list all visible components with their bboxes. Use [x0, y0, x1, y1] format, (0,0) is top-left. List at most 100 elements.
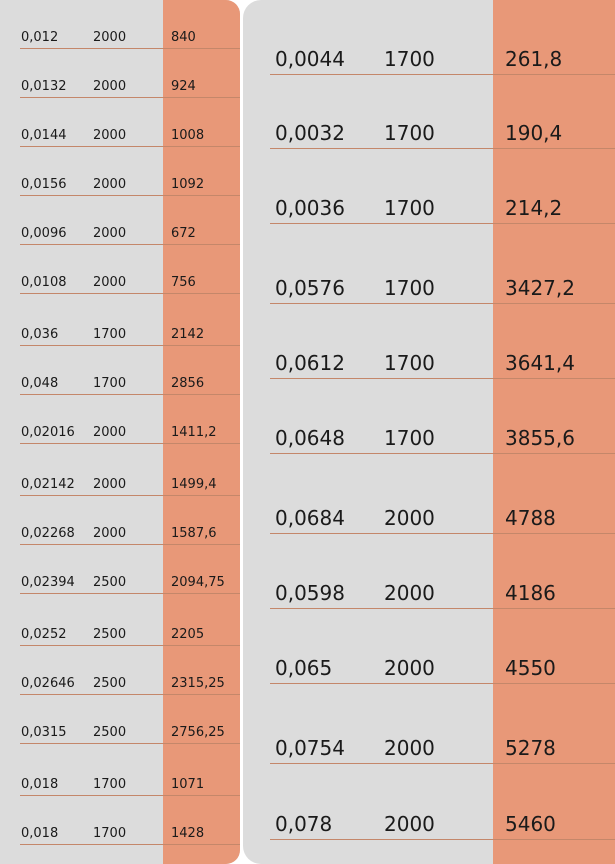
table-row: 0,0612 1700 3641,4	[243, 304, 615, 379]
row-divider	[270, 378, 615, 379]
table-row: 0,012 2000 840	[0, 0, 240, 49]
table-row: 0,0132 2000 924	[0, 49, 240, 98]
value-cell-a: 0,0612	[275, 351, 345, 375]
value-cell-b: 2000	[384, 812, 435, 836]
value-cell-a: 0,0108	[21, 275, 67, 290]
value-cell-b: 1700	[384, 276, 435, 300]
value-cell-a: 0,0684	[275, 506, 345, 530]
value-cell-b: 2000	[384, 736, 435, 760]
table-row: 0,0144 2000 1008	[0, 98, 240, 147]
table-row: 0,02268 2000 1587,6	[0, 496, 240, 545]
result-cell: 2756,25	[171, 725, 225, 740]
value-cell-b: 2000	[93, 30, 127, 45]
table-row: 0,0252 2500 2205	[0, 597, 240, 646]
value-cell-a: 0,0156	[21, 177, 67, 192]
table-row: 0,0576 1700 3427,2	[243, 229, 615, 304]
value-cell-b: 1700	[93, 826, 127, 841]
result-cell: 4788	[505, 506, 556, 530]
value-cell-b: 2000	[93, 226, 127, 241]
value-cell-a: 0,02142	[21, 477, 75, 492]
value-cell-a: 0,0032	[275, 121, 345, 145]
table-row: 0,02142 2000 1499,4	[0, 447, 240, 496]
value-cell-a: 0,0132	[21, 79, 67, 94]
value-cell-b: 2500	[93, 725, 127, 740]
value-cell-b: 2000	[93, 128, 127, 143]
row-divider	[20, 495, 240, 496]
row-divider	[20, 97, 240, 98]
value-cell-b: 2000	[384, 581, 435, 605]
row-divider	[270, 533, 615, 534]
value-cell-a: 0,0598	[275, 581, 345, 605]
result-cell: 190,4	[505, 121, 563, 145]
right-result-column-highlight	[493, 0, 615, 864]
result-cell: 4186	[505, 581, 556, 605]
value-cell-a: 0,0096	[21, 226, 67, 241]
value-cell-a: 0,048	[21, 376, 59, 391]
value-cell-b: 1700	[384, 351, 435, 375]
value-cell-b: 1700	[384, 121, 435, 145]
value-cell-b: 2000	[384, 506, 435, 530]
row-divider	[270, 223, 615, 224]
table-row: 0,02016 2000 1411,2	[0, 395, 240, 444]
row-divider	[270, 74, 615, 75]
row-divider	[270, 608, 615, 609]
value-cell-b: 2000	[93, 177, 127, 192]
result-cell: 4550	[505, 656, 556, 680]
result-cell: 1071	[171, 777, 205, 792]
table-row: 0,018 1700 1428	[0, 796, 240, 845]
result-cell: 5460	[505, 812, 556, 836]
row-divider	[20, 443, 240, 444]
table-row: 0,048 1700 2856	[0, 346, 240, 395]
value-cell-a: 0,02394	[21, 575, 75, 590]
table-row: 0,0032 1700 190,4	[243, 74, 615, 149]
row-divider	[20, 345, 240, 346]
result-cell: 924	[171, 79, 196, 94]
result-cell: 3641,4	[505, 351, 575, 375]
value-cell-b: 2500	[93, 676, 127, 691]
row-divider	[20, 795, 240, 796]
value-cell-a: 0,0648	[275, 426, 345, 450]
result-cell: 3855,6	[505, 426, 575, 450]
table-row: 0,018 1700 1071	[0, 747, 240, 796]
table-row: 0,0156 2000 1092	[0, 147, 240, 196]
table-row: 0,0044 1700 261,8	[243, 0, 615, 75]
result-cell: 3427,2	[505, 276, 575, 300]
row-divider	[20, 743, 240, 744]
left-result-column-highlight	[163, 0, 240, 864]
value-cell-a: 0,0252	[21, 627, 67, 642]
result-cell: 2142	[171, 327, 205, 342]
value-cell-b: 2500	[93, 575, 127, 590]
table-row: 0,065 2000 4550	[243, 609, 615, 684]
value-cell-b: 2000	[93, 477, 127, 492]
value-cell-a: 0,036	[21, 327, 59, 342]
table-row: 0,0315 2500 2756,25	[0, 695, 240, 744]
table-row: 0,02646 2500 2315,25	[0, 646, 240, 695]
value-cell-a: 0,078	[275, 812, 333, 836]
result-cell: 214,2	[505, 196, 563, 220]
row-divider	[20, 694, 240, 695]
result-cell: 1092	[171, 177, 205, 192]
value-cell-a: 0,0044	[275, 47, 345, 71]
row-divider	[270, 763, 615, 764]
value-cell-b: 1700	[93, 376, 127, 391]
row-divider	[20, 195, 240, 196]
value-cell-a: 0,0036	[275, 196, 345, 220]
value-cell-b: 1700	[384, 47, 435, 71]
value-cell-b: 2000	[93, 526, 127, 541]
row-divider	[20, 394, 240, 395]
row-divider	[20, 244, 240, 245]
table-row: 0,0036 1700 214,2	[243, 149, 615, 224]
result-cell: 672	[171, 226, 196, 241]
result-cell: 756	[171, 275, 196, 290]
result-cell: 2315,25	[171, 676, 225, 691]
value-cell-a: 0,018	[21, 777, 59, 792]
row-divider	[20, 48, 240, 49]
result-cell: 2094,75	[171, 575, 225, 590]
row-divider	[270, 683, 615, 684]
row-divider	[20, 844, 240, 845]
value-cell-a: 0,02268	[21, 526, 75, 541]
result-cell: 840	[171, 30, 196, 45]
result-cell: 2205	[171, 627, 205, 642]
row-divider	[20, 293, 240, 294]
value-cell-b: 1700	[384, 426, 435, 450]
